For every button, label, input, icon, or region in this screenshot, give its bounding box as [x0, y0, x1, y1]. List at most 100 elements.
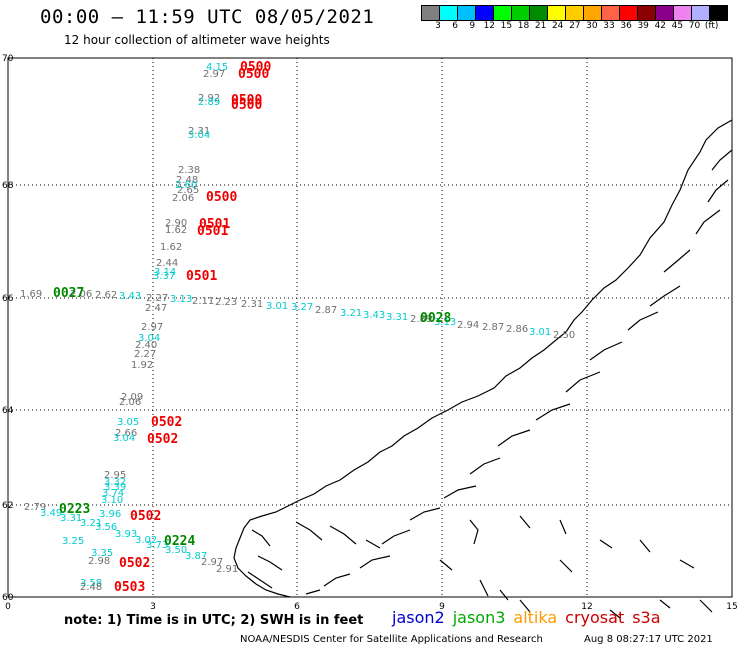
wave-height-value: 2.23: [215, 297, 237, 308]
wave-height-value: 3.27: [291, 302, 313, 313]
wave-height-value: 3.04: [113, 433, 135, 444]
pass-time-label: 0502: [130, 509, 161, 524]
pass-time-label: 0223: [59, 502, 90, 517]
wave-height-value: 2.97: [141, 322, 163, 333]
coastline-segment: [305, 573, 351, 595]
colorbar-label: 6: [452, 21, 458, 31]
wave-height-value: 3.05: [117, 417, 139, 428]
pass-time-label: 0224: [164, 534, 195, 549]
wave-height-value: 3.73: [146, 540, 168, 551]
pass-time-label: 0503: [114, 580, 145, 595]
units-note: note: 1) Time is in UTC; 2) SWH is in fe…: [64, 613, 364, 628]
credit-timestamp: Aug 8 08:27:17 UTC 2021: [584, 634, 713, 645]
wave-height-value: 2.89: [198, 97, 220, 108]
pass-time-label: 0027: [53, 286, 84, 301]
wave-height-value: 2.98: [88, 556, 110, 567]
wave-height-value: 3.13: [170, 294, 192, 305]
wave-height-value: 2.79: [24, 502, 46, 513]
wave-height-value: 3.10: [101, 495, 123, 506]
wave-height-value: 3.21: [80, 518, 102, 529]
wave-height-value: 2.40: [135, 340, 157, 351]
wave-height-value: 3.04: [188, 130, 210, 141]
colorbar-label: 24: [551, 21, 564, 31]
wave-height-value: 2.38: [178, 165, 200, 176]
coastline-segment: [439, 559, 671, 619]
wave-height-value: 1.62: [160, 242, 182, 253]
colorbar-label: 9: [469, 21, 476, 31]
wave-height-value: 3.93: [115, 529, 137, 540]
wave-height-value: 2.31: [241, 299, 263, 310]
wave-height-value: 2.66: [115, 428, 137, 439]
colorbar-swatch: [709, 5, 728, 21]
wave-height-value: 3.21: [340, 308, 362, 319]
colorbar-label: 15: [500, 21, 513, 31]
wave-height-value: 1.62: [165, 225, 187, 236]
wave-height-value: 2.48: [80, 582, 102, 593]
coastline-segment: [233, 119, 733, 598]
longitude-tick: 3: [150, 602, 156, 612]
latitude-tick: 64: [2, 406, 14, 416]
wave-height-value: 2.65: [177, 185, 199, 196]
wave-height-value: 3.43: [363, 310, 385, 321]
pass-time-label: 0501: [197, 224, 228, 239]
longitude-tick: 15: [726, 602, 737, 612]
wave-height-value: 2.60: [175, 180, 197, 191]
coastline-segment: [247, 529, 283, 589]
latitude-tick: 66: [2, 294, 14, 304]
wave-height-value: 3.96: [99, 509, 121, 520]
pass-time-label: 0502: [119, 556, 150, 571]
wave-height-value: 2.09: [121, 392, 143, 403]
wave-height-value: 3.50: [165, 545, 187, 556]
pass-time-label: 0501: [199, 217, 230, 232]
coastline-segment: [695, 149, 733, 235]
colorbar-label: 39: [637, 21, 649, 31]
wave-height-value: 3.58: [80, 578, 102, 589]
wave-height-value: 2.44: [156, 258, 178, 269]
wave-height-value: 2.06: [119, 397, 141, 408]
pass-time-label: 0028: [420, 311, 451, 326]
wave-height-value: 3.31: [60, 513, 82, 524]
legend-jason3: jason3: [452, 608, 506, 627]
coastline-segment: [469, 515, 613, 549]
wave-height-value: 2.94: [457, 320, 479, 331]
colorbar-label: 33: [603, 21, 615, 31]
wave-height-value: 3.37: [153, 271, 175, 282]
colorbar-label: 70: [688, 21, 701, 31]
latitude-tick: 60: [2, 593, 14, 603]
longitude-tick: 6: [294, 602, 300, 612]
longitude-tick: 0: [5, 602, 11, 612]
pass-time-label: 0500: [238, 67, 269, 82]
colorbar-label: 30: [586, 21, 598, 31]
wave-height-value: 2.97: [201, 557, 223, 568]
wave-height-value: 3.43: [119, 291, 141, 302]
latitude-tick: 62: [2, 501, 13, 511]
legend-cryosat: cryosat: [565, 608, 625, 627]
latitude-ticks: 70 68 66 64 62 60: [2, 54, 14, 603]
colorbar-label: (ft): [704, 21, 719, 31]
wave-height-value: 2.91: [216, 564, 238, 575]
legend-jason2: jason2: [392, 608, 445, 627]
wave-height-value: 3.74: [102, 488, 124, 499]
pass-time-label: 0500: [206, 190, 237, 205]
wave-height-value: 3.32: [104, 477, 126, 488]
wave-height-value: 2.86: [506, 324, 528, 335]
wave-height-value: 3.35: [91, 548, 113, 559]
wave-height-value: 4.15: [206, 62, 228, 73]
satellite-legend: jason2 jason3 altika cryosat s3a: [392, 608, 669, 627]
wave-height-labels: 4.152.972.922.892.313.042.382.482.602.65…: [20, 62, 575, 593]
colorbar-labels: 3 6 9 12 15 18 21 24 27 30 33 36 39 42 45 70 (ft): [422, 21, 740, 33]
wave-height-value: 2.90: [165, 218, 187, 229]
wave-height-value: 2.87: [482, 322, 504, 333]
wave-height-value: 2.48: [176, 175, 198, 186]
wave-height-value: 2.06: [70, 289, 92, 300]
colorbar-label: 12: [483, 21, 496, 31]
wave-height-value: 3.01: [529, 327, 551, 338]
colorbar-label: 36: [620, 21, 632, 31]
wave-height-value: 2.31: [188, 126, 210, 137]
map-title: 00:00 – 11:59 UTC 08/05/2021: [40, 6, 375, 28]
pass-time-label: 0500: [240, 60, 271, 75]
wave-height-value: 2.27: [146, 293, 168, 304]
pass-time-label: 0500: [231, 98, 262, 113]
pass-time-label: 0502: [147, 432, 178, 447]
